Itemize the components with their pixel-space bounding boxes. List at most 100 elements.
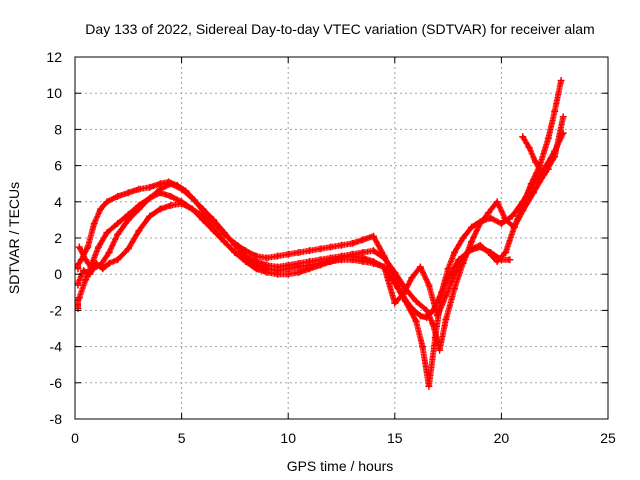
- data-point: [92, 259, 100, 267]
- data-point: [105, 248, 113, 256]
- data-point: [135, 185, 143, 193]
- data-point: [220, 229, 228, 237]
- data-point: [274, 252, 282, 260]
- data-point: [391, 279, 399, 287]
- y-tick-label: -4: [50, 339, 63, 355]
- data-point: [485, 248, 493, 256]
- data-point: [263, 254, 271, 262]
- data-point: [450, 248, 458, 256]
- data-point: [527, 180, 535, 188]
- data-point: [510, 223, 518, 231]
- data-point: [502, 216, 510, 224]
- data-point: [380, 263, 388, 271]
- data-point: [412, 317, 420, 325]
- data-point: [295, 268, 303, 276]
- data-point: [103, 198, 111, 206]
- data-point: [529, 189, 537, 197]
- data-point: [459, 234, 467, 242]
- grid: [75, 57, 608, 419]
- y-tick-label: 8: [54, 121, 62, 137]
- data-point: [80, 267, 88, 275]
- data-point: [146, 183, 154, 191]
- data-point: [380, 254, 388, 262]
- data-point: [401, 297, 409, 305]
- data-point: [135, 227, 143, 235]
- data-point: [167, 201, 175, 209]
- y-tick-label: 2: [54, 230, 62, 246]
- data-point: [369, 232, 377, 240]
- data-point: [468, 238, 476, 246]
- data-point: [99, 265, 107, 273]
- series-track-e: [519, 133, 552, 177]
- data-point: [502, 248, 510, 256]
- data-series: [74, 77, 567, 390]
- data-point: [74, 305, 82, 313]
- data-point: [359, 254, 367, 262]
- data-point: [84, 243, 92, 251]
- data-point: [316, 245, 324, 253]
- data-point: [369, 247, 377, 255]
- data-point: [231, 241, 239, 249]
- data-point: [408, 274, 416, 282]
- data-point: [442, 315, 450, 323]
- data-point: [210, 225, 218, 233]
- y-tick-label: -8: [50, 411, 63, 427]
- data-point: [103, 229, 111, 237]
- data-point: [450, 285, 458, 293]
- data-point: [124, 189, 132, 197]
- x-tick-label: 15: [387, 430, 403, 446]
- data-point: [425, 281, 433, 289]
- data-point: [146, 194, 154, 202]
- data-point: [97, 205, 105, 213]
- data-point: [146, 212, 154, 220]
- data-point: [284, 270, 292, 278]
- y-tick-label: -6: [50, 375, 63, 391]
- data-point: [124, 216, 132, 224]
- y-tick-label: -2: [50, 302, 63, 318]
- data-point: [167, 180, 175, 188]
- data-point: [369, 258, 377, 266]
- data-point: [468, 223, 476, 231]
- data-point: [252, 265, 260, 273]
- data-point: [135, 205, 143, 213]
- data-point: [75, 294, 83, 302]
- data-point: [295, 259, 303, 267]
- y-tick-label: 0: [54, 266, 62, 282]
- data-point: [199, 212, 207, 220]
- data-point: [508, 212, 516, 220]
- data-point: [306, 258, 314, 266]
- data-point: [359, 236, 367, 244]
- data-point: [188, 194, 196, 202]
- data-point: [114, 220, 122, 228]
- data-point: [450, 270, 458, 278]
- data-point: [487, 214, 495, 222]
- data-point: [75, 243, 83, 251]
- data-point: [423, 306, 431, 314]
- data-point: [412, 297, 420, 305]
- series-track-a: [74, 178, 514, 322]
- data-point: [519, 133, 527, 141]
- data-point: [493, 198, 501, 206]
- data-point: [74, 281, 82, 289]
- data-point: [493, 258, 501, 266]
- data-point: [188, 205, 196, 213]
- data-point: [114, 192, 122, 200]
- data-point: [429, 321, 437, 329]
- y-tick-label: 4: [54, 194, 62, 210]
- data-point: [156, 185, 164, 193]
- data-point: [391, 268, 399, 276]
- data-point: [506, 256, 514, 264]
- data-point: [444, 265, 452, 273]
- data-point: [532, 158, 540, 166]
- axis-ticks: 0 5 10 15 20 25 -8 -6 -4 -2 0 2 4 6 8 10 12: [46, 49, 616, 446]
- data-point: [94, 243, 102, 251]
- data-point: [436, 346, 444, 354]
- data-point: [557, 77, 565, 85]
- y-tick-label: 6: [54, 158, 62, 174]
- data-point: [348, 252, 356, 260]
- data-point: [114, 256, 122, 264]
- data-point: [459, 254, 467, 262]
- data-point: [74, 265, 82, 273]
- data-point: [220, 238, 228, 246]
